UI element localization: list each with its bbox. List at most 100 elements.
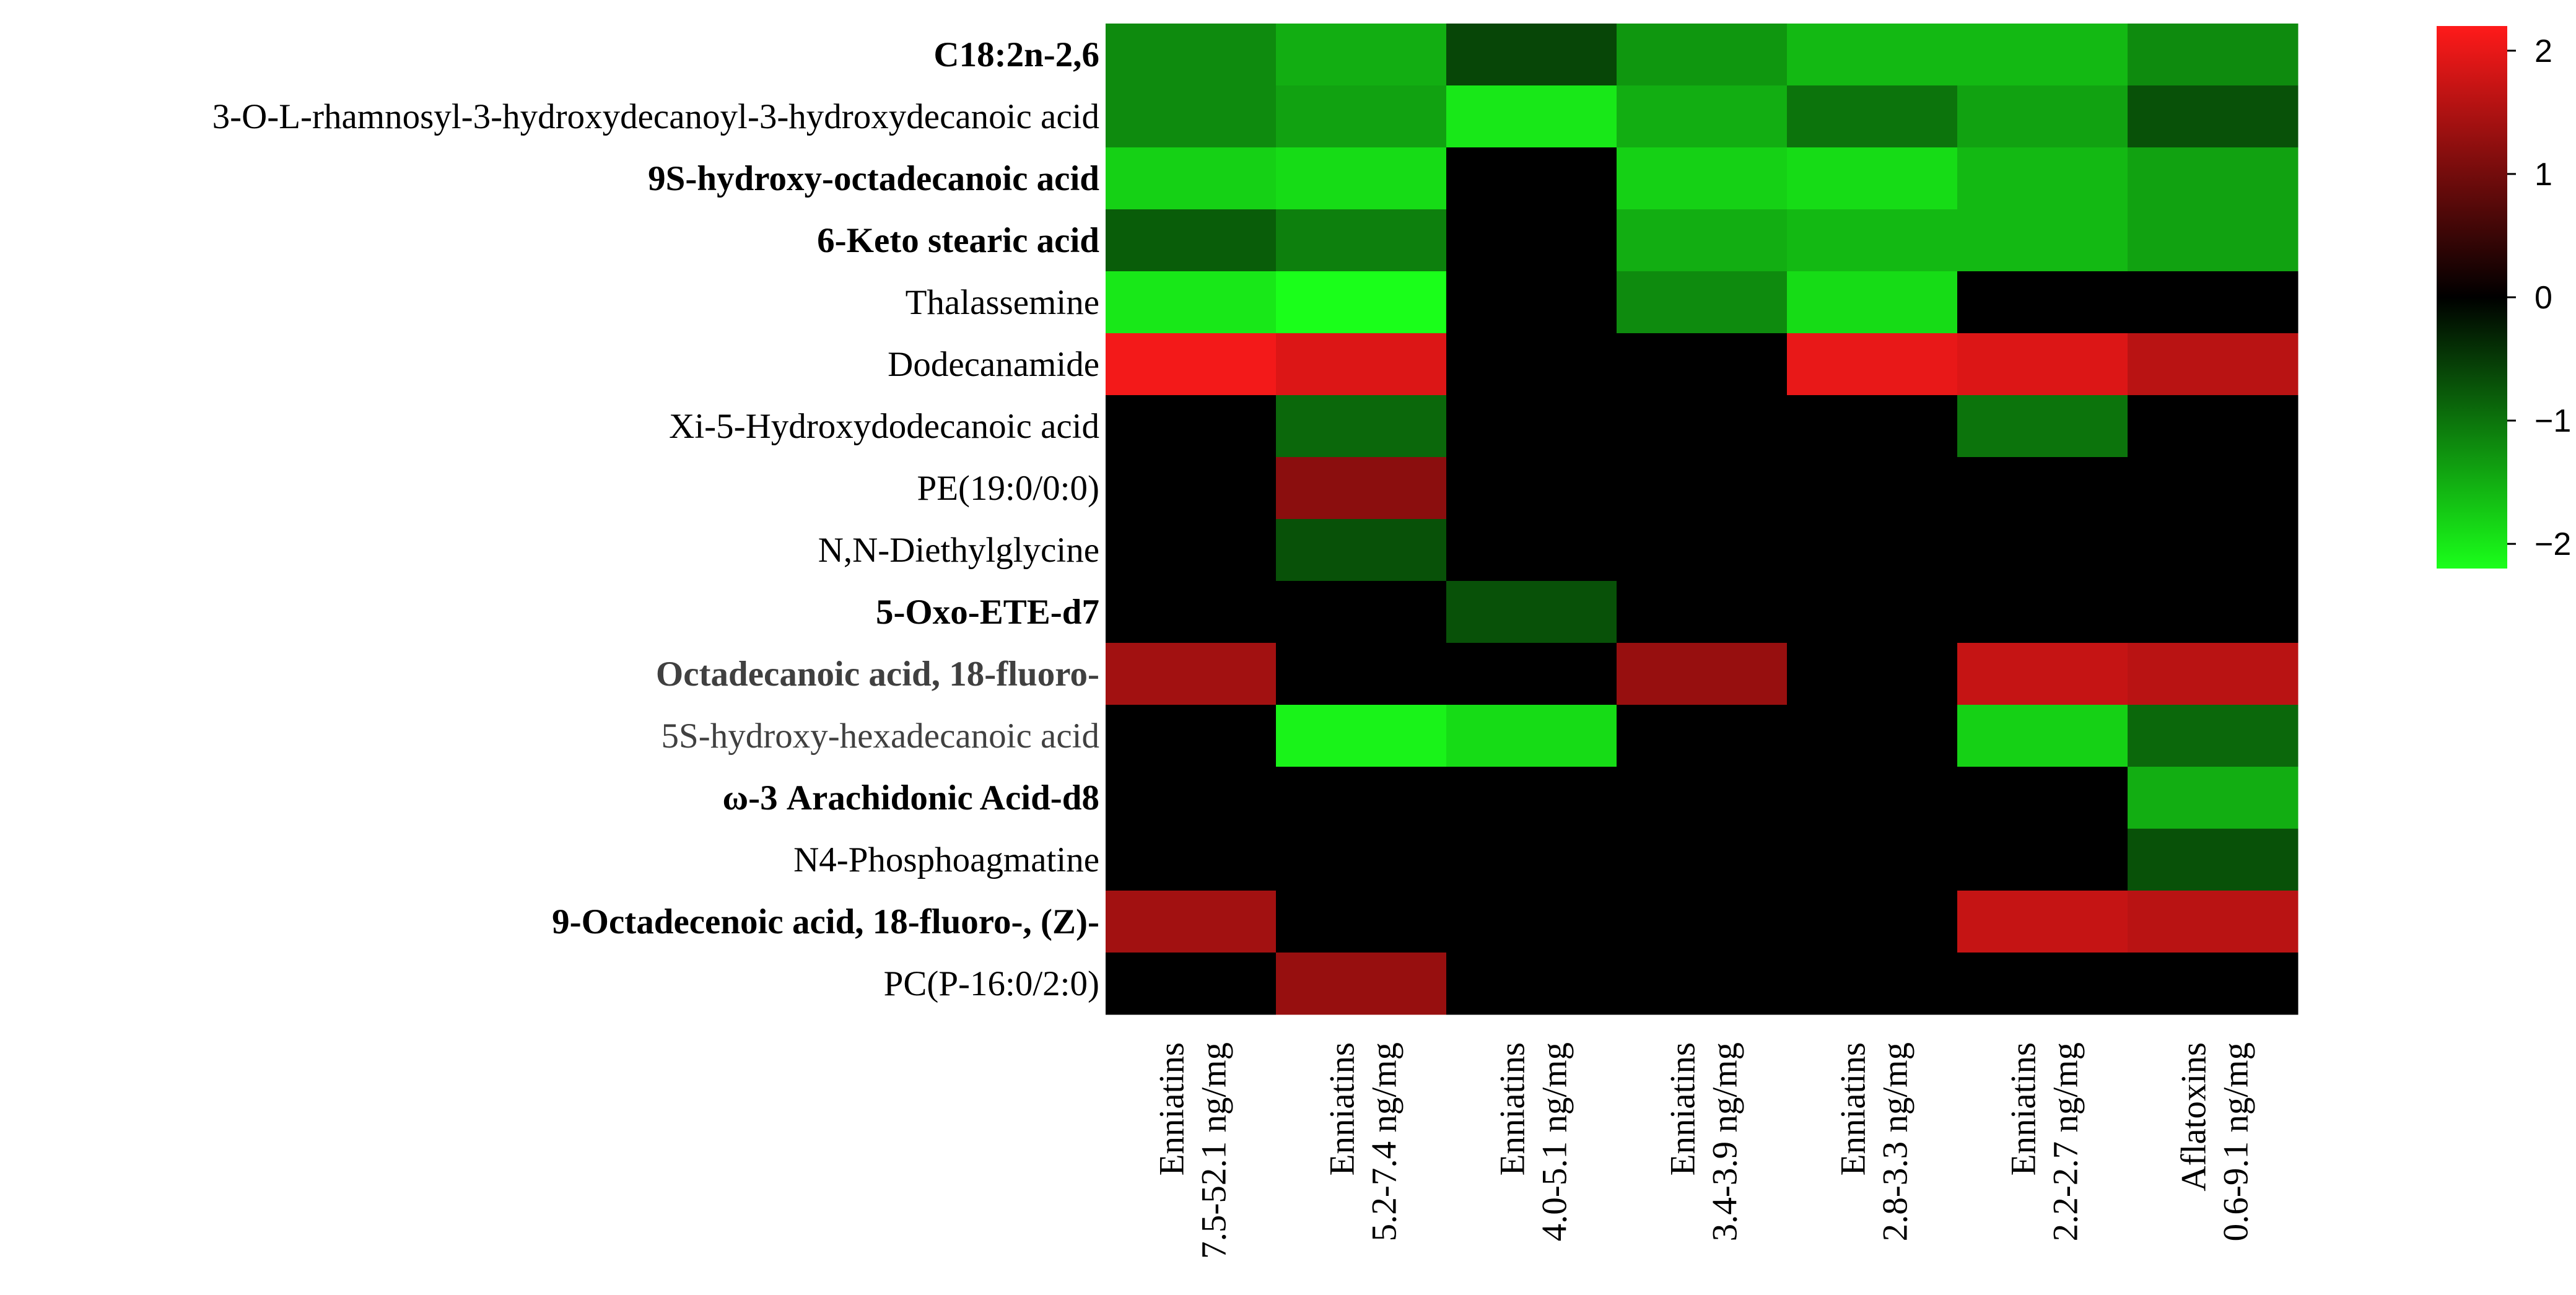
heatmap-cell (1106, 891, 1277, 953)
row-label: PE(19:0/0:0) (917, 469, 1100, 508)
column-label: Enniatins 7.5-52.1 ng/mg (1153, 1042, 1234, 1259)
heatmap-cell (1787, 24, 1958, 86)
heatmap-cell (1446, 147, 1617, 210)
heatmap-cell (1276, 767, 1447, 829)
heatmap-cell (1276, 209, 1447, 272)
row-label: N,N-Diethylglycine (818, 531, 1099, 570)
column-label-range: 3.4-3.9 ng/mg (1706, 1042, 1745, 1241)
heatmap-cell (1957, 891, 2128, 953)
heatmap-cell (1276, 457, 1447, 520)
heatmap-cell (1276, 705, 1447, 767)
heatmap-cell (2128, 24, 2299, 86)
heatmap-cell (1106, 24, 1277, 86)
heatmap-cell (1617, 395, 1788, 458)
heatmap-cell (1276, 519, 1447, 582)
column-label-range: 0.6-9.1 ng/mg (2217, 1042, 2256, 1241)
heatmap-cell (1106, 581, 1277, 643)
column-label-range: 2.2-2.7 ng/mg (2046, 1042, 2085, 1241)
row-label: 5S-hydroxy-hexadecanoic acid (661, 717, 1099, 756)
heatmap-cell (1787, 891, 1958, 953)
heatmap-cell (1276, 581, 1447, 643)
row-label: 3-O-L-rhamnosyl-3-hydroxydecanoyl-3-hydr… (212, 97, 1099, 136)
heatmap-cells (1106, 24, 2299, 1015)
heatmap-cell (2128, 767, 2299, 829)
heatmap-cell (1957, 85, 2128, 148)
row-label: 9S-hydroxy-octadecanoic acid (648, 159, 1099, 198)
row-label: C18:2n-2,6 (933, 35, 1099, 74)
heatmap-cell (1787, 271, 1958, 334)
heatmap-cell (1957, 395, 2128, 458)
heatmap-cell (1617, 519, 1788, 582)
row-label: N4-Phosphoagmatine (793, 840, 1099, 879)
row-label: 5-Oxo-ETE-d7 (876, 593, 1099, 632)
heatmap-cell (1787, 457, 1958, 520)
heatmap-cell (1957, 705, 2128, 767)
heatmap-cell (1106, 147, 1277, 210)
heatmap-cell (1276, 147, 1447, 210)
heatmap-cell (1617, 147, 1788, 210)
heatmap-cell (1106, 85, 1277, 148)
heatmap-cell (1446, 891, 1617, 953)
heatmap-cell (1957, 457, 2128, 520)
heatmap-cell (1787, 209, 1958, 272)
heatmap-cell (2128, 829, 2299, 891)
column-label-group: Enniatins (1664, 1042, 1703, 1175)
heatmap-cell (1276, 829, 1447, 891)
heatmap-cell (1446, 829, 1617, 891)
row-label: Octadecanoic acid, 18-fluoro- (656, 655, 1099, 694)
heatmap-cell (2128, 209, 2299, 272)
heatmap-cell (2128, 333, 2299, 396)
heatmap-cell (2128, 643, 2299, 705)
colorbar-tick-label: 0 (2535, 280, 2552, 316)
heatmap-cell (1957, 333, 2128, 396)
heatmap-cell (2128, 147, 2299, 210)
heatmap-cell (1957, 147, 2128, 210)
heatmap-cell (1276, 271, 1447, 334)
heatmap-cell (1787, 333, 1958, 396)
heatmap-cell (1957, 24, 2128, 86)
heatmap-cell (1276, 24, 1447, 86)
heatmap-cell (1617, 24, 1788, 86)
colorbar-tick-label: 2 (2535, 33, 2552, 69)
heatmap-cell (1787, 643, 1958, 705)
heatmap-cell (1787, 85, 1958, 148)
heatmap-cell (2128, 85, 2299, 148)
heatmap-cell (2128, 953, 2299, 1015)
column-label-range: 7.5-52.1 ng/mg (1195, 1042, 1234, 1259)
heatmap-cell (1446, 581, 1617, 643)
heatmap-cell (1106, 519, 1277, 582)
heatmap-cell (1106, 395, 1277, 458)
heatmap-cell (1106, 457, 1277, 520)
heatmap-cell (2128, 581, 2299, 643)
heatmap-cell (1787, 519, 1958, 582)
row-label: Dodecanamide (888, 345, 1099, 384)
heatmap-cell (1446, 85, 1617, 148)
colorbar (2437, 26, 2507, 569)
heatmap-cell (1617, 209, 1788, 272)
heatmap-cell (1446, 953, 1617, 1015)
heatmap-cell (1617, 271, 1788, 334)
heatmap-cell (1787, 581, 1958, 643)
heatmap-cell (1106, 643, 1277, 705)
heatmap-cell (1106, 271, 1277, 334)
heatmap-cell (2128, 891, 2299, 953)
heatmap-cell (1446, 333, 1617, 396)
heatmap-cell (1446, 643, 1617, 705)
heatmap-cell (2128, 519, 2299, 582)
heatmap-cell (1787, 147, 1958, 210)
column-label: Enniatins 2.8-3.3 ng/mg (1834, 1042, 1915, 1241)
heatmap-cell (1446, 705, 1617, 767)
heatmap-cell (1957, 953, 2128, 1015)
heatmap-cell (1446, 767, 1617, 829)
column-label-group: Enniatins (2004, 1042, 2043, 1175)
heatmap-cell (1446, 395, 1617, 458)
heatmap-cell (1106, 767, 1277, 829)
column-label: Enniatins 3.4-3.9 ng/mg (1664, 1042, 1745, 1241)
heatmap-cell (1787, 953, 1958, 1015)
heatmap-cell (1617, 891, 1788, 953)
heatmap-cell (1617, 85, 1788, 148)
colorbar-tick-label: −1 (2535, 403, 2571, 439)
heatmap-cell (1446, 209, 1617, 272)
heatmap-cell (2128, 457, 2299, 520)
